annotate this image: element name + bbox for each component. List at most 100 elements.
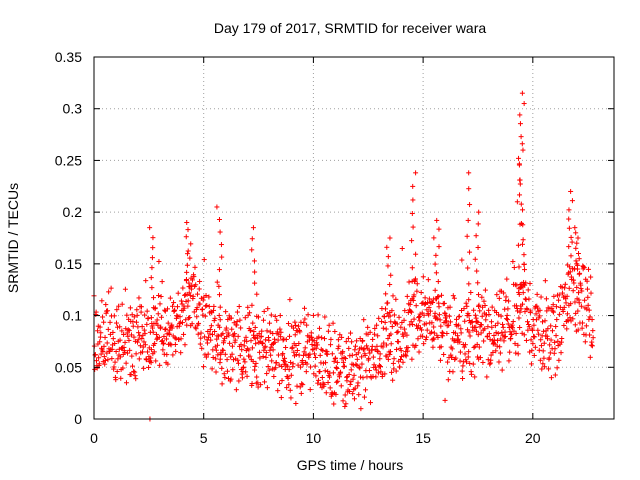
data-point — [463, 300, 469, 306]
data-point — [409, 309, 415, 315]
data-point — [586, 307, 592, 313]
data-point — [337, 332, 343, 338]
data-point — [553, 324, 559, 330]
data-point — [394, 321, 400, 327]
data-point — [109, 346, 115, 352]
data-point — [501, 290, 507, 296]
data-point — [96, 361, 102, 367]
data-point — [111, 364, 117, 370]
data-point — [171, 300, 177, 306]
data-point — [395, 339, 401, 345]
data-point — [184, 251, 190, 257]
data-point — [169, 303, 175, 309]
data-point — [461, 344, 467, 350]
data-point — [549, 305, 555, 311]
data-point — [181, 305, 187, 311]
data-point — [434, 316, 440, 322]
data-point — [321, 381, 327, 387]
data-point — [226, 332, 232, 338]
data-point — [566, 207, 572, 213]
data-point — [448, 352, 454, 358]
data-point — [212, 328, 218, 334]
data-point — [230, 367, 236, 373]
data-point — [525, 287, 531, 293]
data-point — [111, 313, 117, 319]
data-point — [290, 325, 296, 331]
data-point — [454, 316, 460, 322]
data-point — [537, 313, 543, 319]
data-point — [425, 300, 431, 306]
data-point — [435, 294, 441, 300]
data-point — [173, 348, 179, 354]
data-point — [517, 282, 523, 288]
data-point — [253, 360, 259, 366]
data-point — [506, 298, 512, 304]
data-point — [389, 369, 395, 375]
data-point — [470, 361, 476, 367]
data-point — [200, 297, 206, 303]
data-point — [380, 325, 386, 331]
data-point — [510, 325, 516, 331]
data-point — [481, 338, 487, 344]
data-point — [252, 269, 258, 275]
y-tick-label: 0.05 — [55, 359, 82, 375]
data-point — [218, 242, 224, 248]
data-point — [510, 319, 516, 325]
data-point — [497, 344, 503, 350]
data-point — [154, 317, 160, 323]
data-point — [342, 403, 348, 409]
data-point — [315, 377, 321, 383]
data-point — [121, 331, 127, 337]
data-point — [105, 308, 111, 314]
data-point — [478, 322, 484, 328]
data-point — [554, 317, 560, 323]
data-point — [375, 370, 381, 376]
data-point — [409, 238, 415, 244]
data-point — [444, 330, 450, 336]
data-point — [467, 202, 473, 208]
data-point — [394, 346, 400, 352]
data-point — [590, 335, 596, 341]
data-point — [543, 296, 549, 302]
data-point — [520, 147, 526, 153]
data-point — [462, 351, 468, 357]
data-point — [134, 312, 140, 318]
data-point — [278, 395, 284, 401]
data-point — [335, 337, 341, 343]
data-point — [93, 358, 99, 364]
data-point — [261, 308, 267, 314]
data-point — [474, 268, 480, 274]
data-point — [102, 361, 108, 367]
data-point — [538, 337, 544, 343]
data-point — [468, 371, 474, 377]
data-point — [498, 313, 504, 319]
data-point — [581, 264, 587, 270]
data-point — [184, 322, 190, 328]
data-point — [348, 330, 354, 336]
data-point — [187, 292, 193, 298]
data-point — [350, 362, 356, 368]
data-point — [414, 281, 420, 287]
data-point — [486, 331, 492, 337]
data-point — [462, 342, 468, 348]
data-point — [587, 354, 593, 360]
data-point — [551, 350, 557, 356]
data-point — [575, 235, 581, 241]
data-point — [279, 378, 285, 384]
data-point — [193, 282, 199, 288]
data-point — [311, 351, 317, 357]
data-point — [536, 347, 542, 353]
data-point — [122, 349, 128, 355]
data-point — [158, 324, 164, 330]
data-point — [333, 391, 339, 397]
data-point — [155, 322, 161, 328]
data-point — [520, 222, 526, 228]
data-point — [327, 385, 333, 391]
data-point — [232, 331, 238, 337]
data-point — [201, 364, 207, 370]
data-point — [540, 361, 546, 367]
data-point — [367, 350, 373, 356]
data-point — [351, 396, 357, 402]
data-point — [445, 377, 451, 383]
y-axis-label: SRMTID / TECUs — [5, 183, 21, 293]
